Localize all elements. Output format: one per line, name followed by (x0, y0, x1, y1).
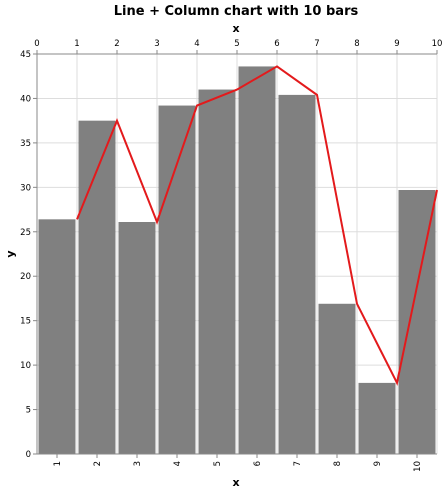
top-x-tick-label: 6 (274, 39, 279, 49)
y-tick-label: 15 (20, 317, 31, 327)
bar (238, 66, 276, 454)
y-axis-title: y (4, 250, 17, 257)
x-axis-title-top: x (232, 22, 239, 35)
bottom-x-tick-label: 3 (133, 461, 143, 466)
bar (198, 89, 236, 455)
bar (38, 219, 76, 454)
bar (278, 94, 316, 454)
bar (358, 382, 396, 454)
bottom-x-tick-label: 2 (93, 461, 103, 466)
top-x-tick-label: 3 (154, 39, 159, 49)
bars (38, 66, 436, 455)
top-x-tick-label: 5 (234, 39, 239, 49)
bottom-x-tick-label: 5 (213, 461, 223, 466)
y-tick-label: 0 (26, 450, 31, 460)
bar (78, 120, 116, 455)
line-series (76, 65, 438, 386)
bottom-x-tick-label: 6 (253, 461, 263, 466)
y-tick-label: 5 (26, 406, 31, 416)
bar (158, 105, 196, 455)
y-tick-label: 40 (20, 94, 31, 104)
y-tick-label: 45 (20, 50, 31, 60)
top-x-tick-label: 7 (314, 39, 319, 49)
line-path (76, 65, 438, 386)
x-axis-title-bottom: x (232, 476, 239, 489)
y-tick-label: 35 (20, 139, 31, 149)
bar (318, 303, 356, 454)
bottom-x-tick-label: 7 (293, 461, 303, 466)
top-x-tick-label: 4 (194, 39, 199, 49)
top-x-tick-label: 9 (394, 39, 399, 49)
top-x-tick-label: 1 (74, 39, 79, 49)
bottom-x-tick-label: 8 (333, 461, 343, 466)
bottom-x-tick-label: 10 (413, 461, 423, 472)
top-x-tick-label: 8 (354, 39, 359, 49)
chart-title: Line + Column chart with 10 bars (114, 4, 359, 19)
y-tick-label: 10 (20, 361, 31, 371)
bar (118, 222, 156, 454)
bar (398, 190, 436, 454)
bottom-x-tick-label: 4 (173, 461, 183, 466)
y-tick-label: 30 (20, 183, 31, 193)
bottom-x-tick-label: 9 (373, 461, 383, 466)
top-x-tick-label: 2 (114, 39, 119, 49)
bottom-x-tick-label: 1 (53, 461, 63, 466)
top-x-tick-label: 0 (34, 39, 39, 49)
y-tick-label: 20 (20, 272, 31, 282)
top-x-tick-label: 10 (432, 39, 443, 49)
y-tick-label: 25 (20, 228, 31, 238)
